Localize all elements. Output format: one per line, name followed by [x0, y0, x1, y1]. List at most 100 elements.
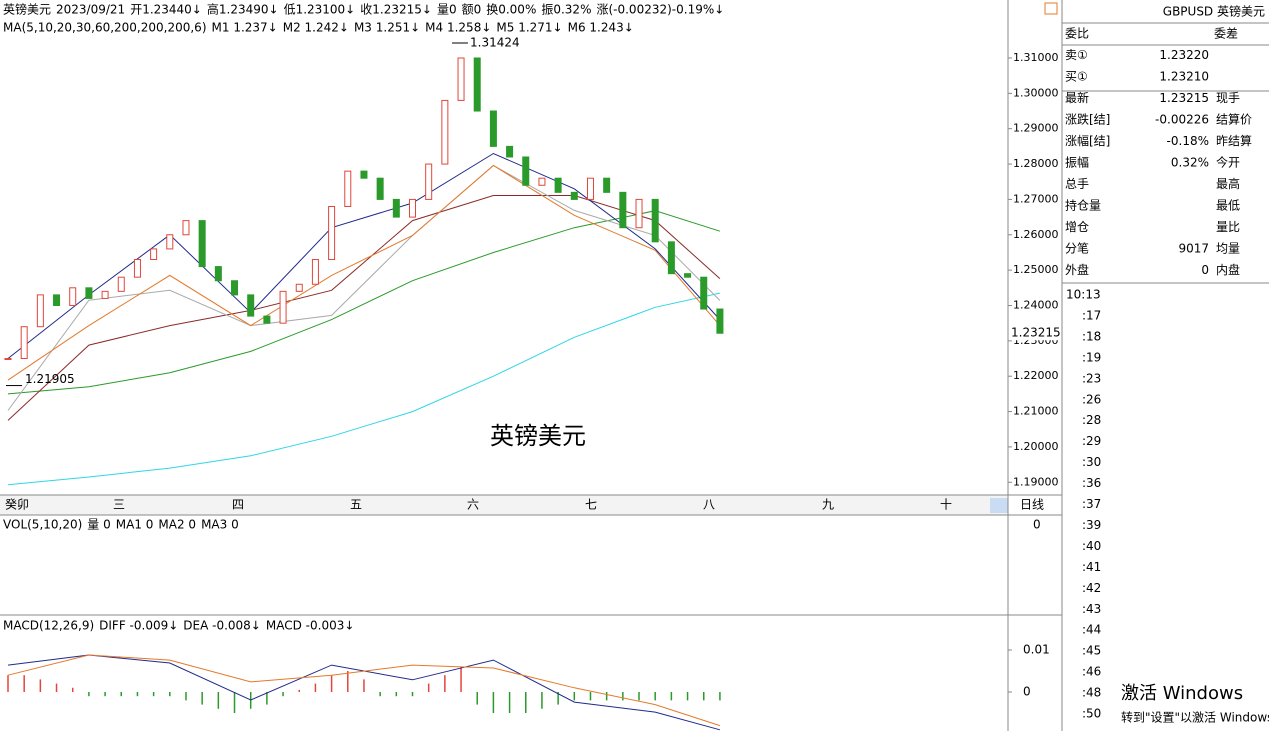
- time-label: :19: [1082, 350, 1101, 364]
- row-value: 0.32%: [1171, 156, 1209, 170]
- row-value: -0.00226: [1155, 113, 1209, 127]
- month-label: 四: [232, 498, 244, 512]
- row-label: 涨跌[结]: [1065, 112, 1110, 127]
- period-label: 日线: [1020, 498, 1044, 512]
- y-tick-label: 1.28000: [1013, 157, 1059, 170]
- candle: [247, 294, 255, 317]
- row-right: 均量: [1216, 242, 1240, 256]
- window-icon[interactable]: [1044, 2, 1058, 15]
- candle: [198, 220, 206, 268]
- candle: [166, 234, 174, 250]
- candle: [360, 170, 368, 179]
- candle: [392, 198, 400, 218]
- time-label: :50: [1082, 707, 1101, 721]
- row-right: 委差: [1214, 27, 1238, 41]
- header-item: MA2 0: [158, 518, 196, 532]
- header-item: 英镑美元: [3, 2, 51, 17]
- header-item: MA3 0: [201, 518, 239, 532]
- candle: [473, 57, 481, 112]
- y-tick-label: 1.25000: [1013, 263, 1059, 276]
- candle: [651, 198, 659, 243]
- candle: [4, 358, 12, 361]
- row-label: 最新: [1065, 90, 1089, 105]
- header-item: 低1.23100↓: [284, 3, 356, 17]
- candle: [133, 259, 141, 278]
- candle: [538, 177, 546, 186]
- row-right: 结算价: [1216, 112, 1252, 127]
- chart-watermark: 英镑美元: [490, 422, 586, 450]
- header-item: 额0: [462, 3, 482, 17]
- row-label: 振幅: [1065, 155, 1089, 170]
- ma-line: [7, 164, 721, 381]
- row-right: 昨结算: [1216, 133, 1252, 148]
- macd-line: [7, 654, 721, 731]
- candle: [489, 110, 497, 147]
- time-label: :36: [1082, 476, 1101, 490]
- header-item: 2023/09/21: [56, 3, 125, 17]
- row-right: 现手: [1216, 91, 1240, 105]
- month-label: 癸卯: [5, 498, 29, 512]
- time-label: :43: [1082, 602, 1101, 616]
- row-label: 委比: [1065, 27, 1089, 41]
- candle: [586, 177, 594, 200]
- row-right: 内盘: [1216, 262, 1240, 277]
- y-tick-label: 1.24000: [1013, 298, 1059, 311]
- period-box: [990, 498, 1008, 513]
- month-label: 九: [822, 498, 834, 512]
- candle: [635, 198, 643, 229]
- y-tick-label: 1.29000: [1013, 122, 1059, 135]
- os-watermark-hint: 转到"设置"以激活 Windows: [1121, 710, 1269, 725]
- month-label: 三: [113, 498, 125, 512]
- y-tick-label: 1.22000: [1013, 369, 1059, 382]
- header-item: 收1.23215↓: [360, 3, 432, 17]
- row-label: 买①: [1065, 70, 1088, 84]
- header-item: 振0.32%: [541, 3, 591, 17]
- candle: [522, 156, 530, 186]
- row-value: 1.23215: [1159, 91, 1209, 105]
- header-item: VOL(5,10,20): [3, 518, 82, 532]
- month-row: [0, 495, 1008, 515]
- y-tick-label: 1.19000: [1013, 475, 1059, 488]
- row-right: 今开: [1216, 155, 1240, 170]
- time-label: :17: [1082, 308, 1101, 322]
- candle: [53, 294, 61, 306]
- candle: [570, 191, 578, 200]
- month-label: 十: [940, 498, 952, 512]
- y-tick-label: 0: [1033, 518, 1041, 532]
- y-tick-label: 1.27000: [1013, 192, 1059, 205]
- candle: [700, 276, 708, 310]
- header-item: 量0: [437, 3, 457, 17]
- candle: [20, 326, 28, 360]
- header-item: MACD -0.003↓: [266, 619, 355, 633]
- ma-line: [7, 152, 721, 359]
- y-tick-label: 0.01: [1023, 642, 1050, 656]
- y-tick-label: 1.21000: [1013, 405, 1059, 418]
- candle: [344, 170, 352, 207]
- header-item: 量 0: [87, 518, 110, 532]
- header-item: M4 1.258↓: [425, 21, 491, 35]
- header-item: M2 1.242↓: [283, 21, 349, 35]
- row-label: 总手: [1065, 177, 1089, 191]
- candle: [150, 248, 158, 261]
- candle: [457, 57, 465, 101]
- month-label: 七: [585, 498, 597, 512]
- candle: [619, 191, 627, 229]
- header-item: 高1.23490↓: [207, 2, 279, 17]
- candle: [667, 241, 675, 275]
- y-tick-label: 1.30000: [1013, 86, 1059, 99]
- ma-line: [7, 164, 721, 411]
- last-price-box: [1009, 326, 1061, 341]
- header-item: 换0.00%: [486, 3, 536, 17]
- y-tick-label: 1.31000: [1013, 51, 1059, 64]
- header-item: M5 1.271↓: [496, 21, 562, 35]
- time-label: :44: [1082, 623, 1101, 637]
- candle: [376, 177, 384, 200]
- time-label: :41: [1082, 560, 1101, 574]
- candle: [328, 205, 336, 261]
- macd-line: [7, 654, 721, 727]
- time-label: :45: [1082, 644, 1101, 658]
- candle: [101, 290, 109, 299]
